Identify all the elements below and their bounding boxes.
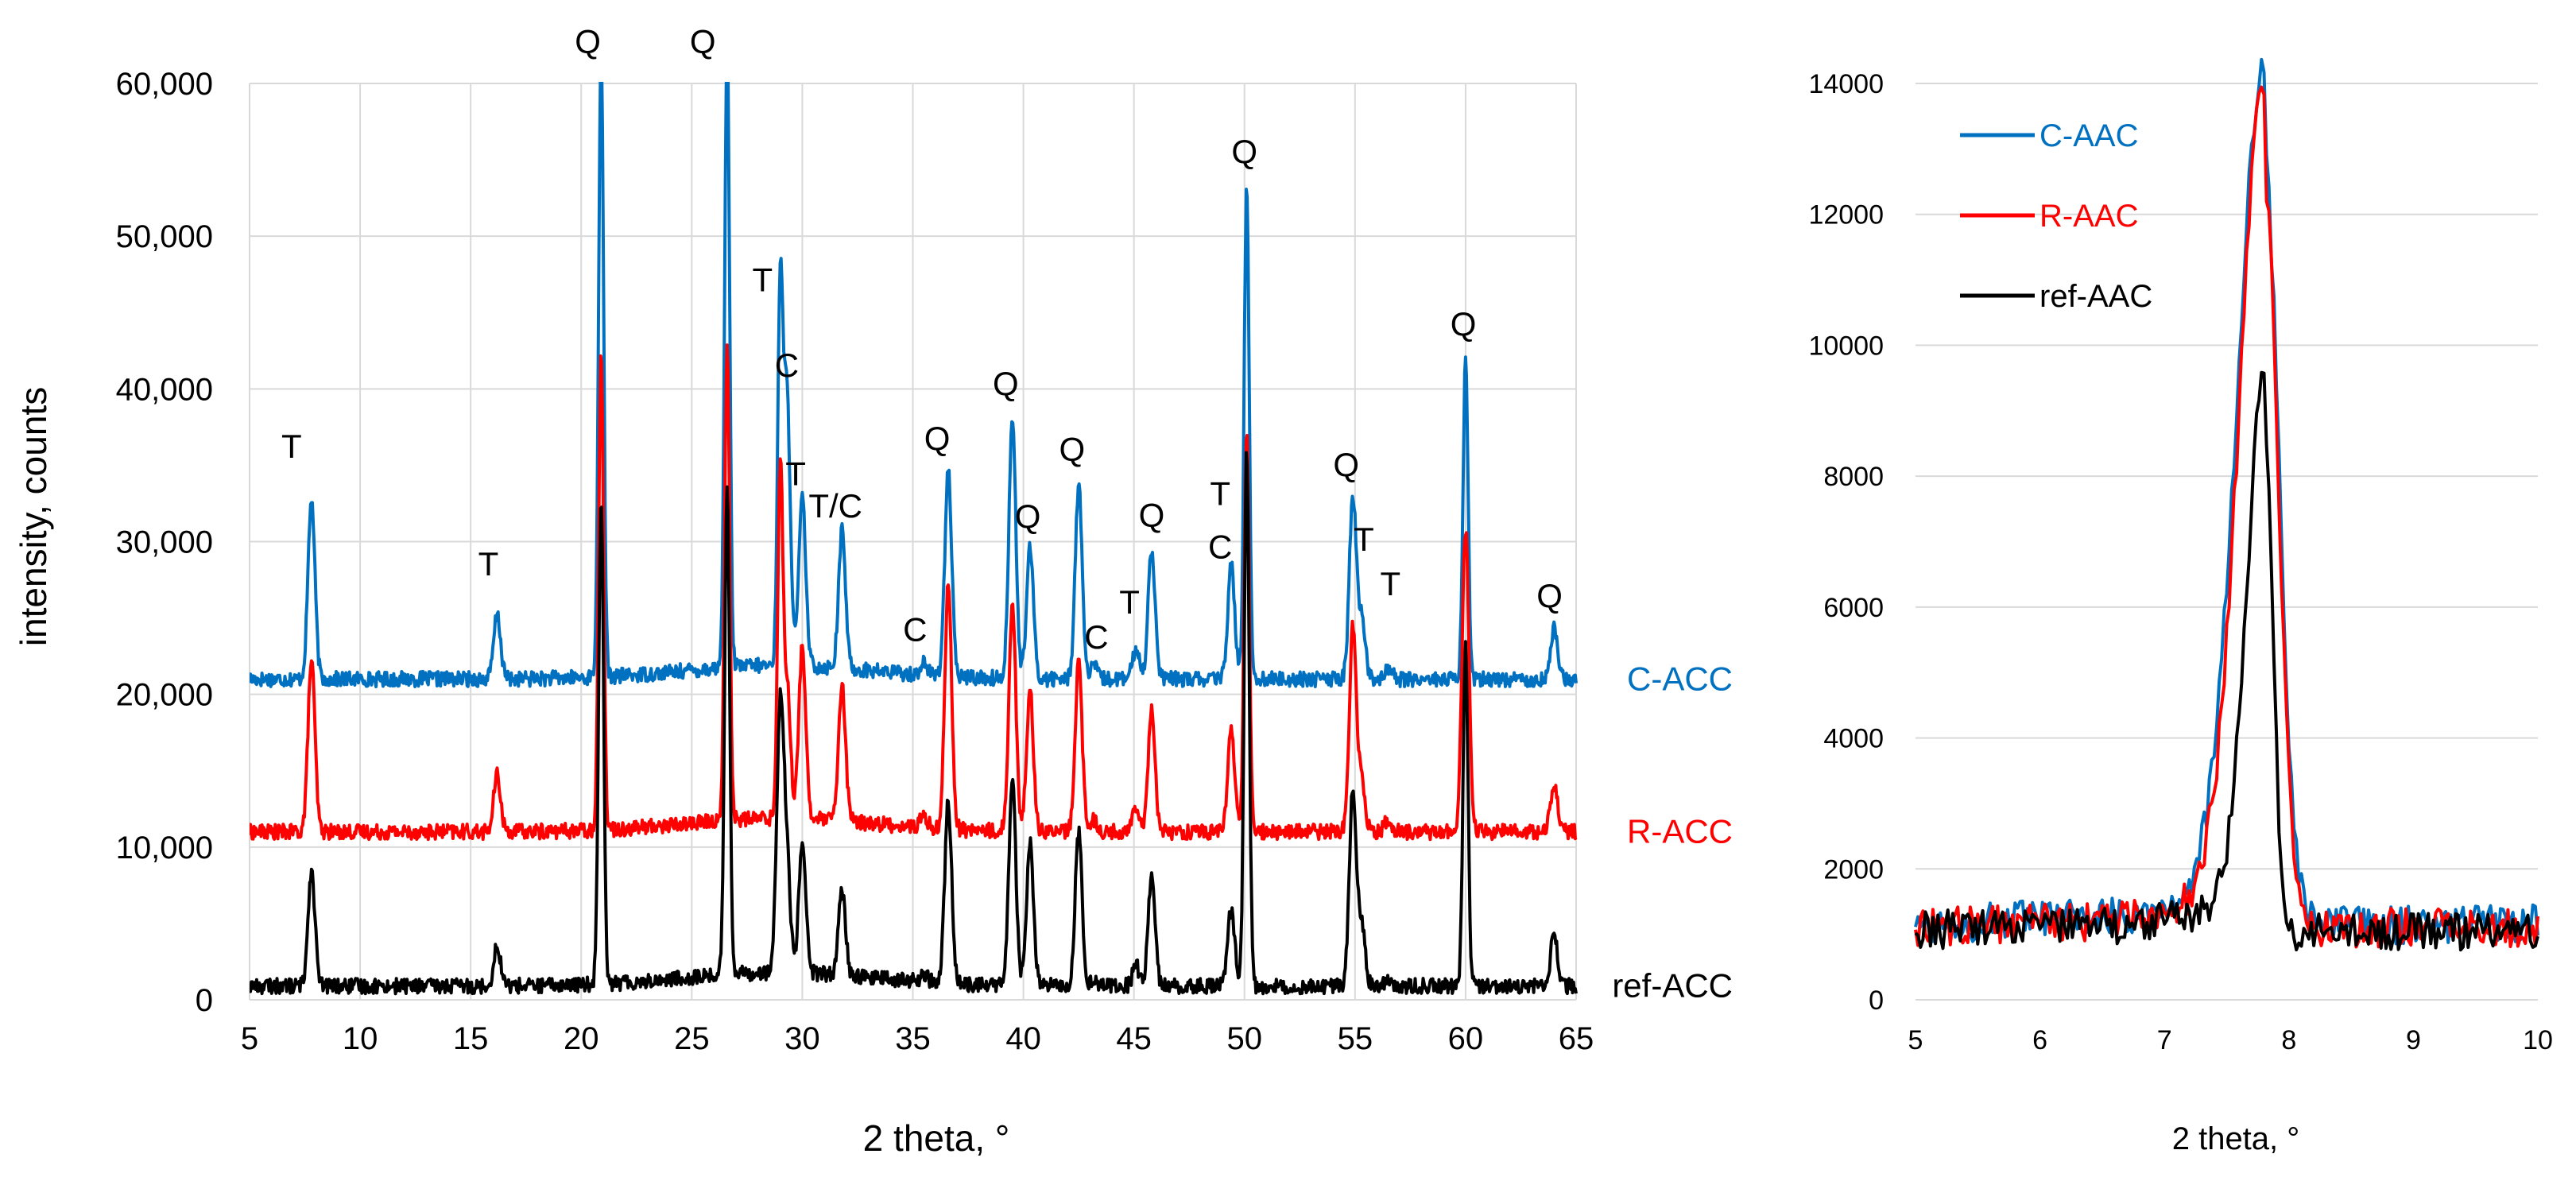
peak-annotation: Q <box>1139 496 1165 533</box>
main-chart-y-axis-label: intensity, counts <box>13 387 54 646</box>
peak-annotation: C <box>1084 618 1108 656</box>
main-chart-x-tick: 30 <box>784 1021 820 1056</box>
zoom-chart-y-tick: 0 <box>1869 985 1884 1016</box>
peak-annotation: C <box>903 610 927 648</box>
xrd-zoom-chart: 5 6 7 8 9 1002000400060008000100001200014000 … <box>1808 57 2553 1156</box>
series-label-r-acc: R-ACC <box>1627 813 1733 850</box>
main-chart-y-tick: 40,000 <box>116 372 213 407</box>
main-chart-y-tick: 60,000 <box>116 67 213 102</box>
main-chart-series-c-acc <box>250 82 1578 688</box>
zoom-chart-x-tick: 7 <box>2157 1025 2172 1055</box>
zoom-chart-y-tick: 2000 <box>1823 854 1884 885</box>
legend-label-r-aac: R-AAC <box>2039 199 2138 234</box>
main-chart-x-tick: 15 <box>453 1021 489 1056</box>
zoom-chart-series <box>1914 57 2539 952</box>
main-chart-x-axis-label: 2 theta, ° <box>863 1117 1010 1159</box>
peak-annotation: T <box>1210 474 1230 512</box>
peak-annotation: T <box>1381 565 1401 602</box>
main-chart-x-tick: 50 <box>1227 1021 1263 1056</box>
main-chart-y-tick: 0 <box>196 983 213 1018</box>
xrd-main-chart: 5 10 15 20 25 30 35 40 45 50 55 60 65 0 10,000 20,000 30… <box>13 23 1733 1159</box>
peak-annotation: T <box>785 455 806 492</box>
zoom-chart-x-tick: 10 <box>2523 1025 2553 1055</box>
zoom-chart-x-tick: 8 <box>2281 1025 2296 1055</box>
zoom-chart-y-tick: 6000 <box>1823 593 1884 623</box>
main-chart-y-tick: 50,000 <box>116 219 213 254</box>
peak-annotation: Q <box>1015 498 1041 535</box>
main-chart-x-tick: 45 <box>1116 1021 1152 1056</box>
zoom-chart-series-ref-aac <box>1914 370 2539 952</box>
main-chart-x-tick: 40 <box>1005 1021 1041 1056</box>
peak-annotation: Q <box>1059 431 1085 468</box>
peak-annotation: Q <box>1536 577 1563 614</box>
peak-annotation: T/C <box>808 487 862 525</box>
peak-annotation: Q <box>575 23 601 60</box>
zoom-chart-y-tick: 10000 <box>1808 331 1884 361</box>
main-chart-x-tick: 55 <box>1338 1021 1373 1056</box>
main-chart-tick-labels: 5 10 15 20 25 30 35 40 45 50 55 60 65 0 10,000 20,000 30… <box>116 67 1594 1056</box>
peak-annotation: T <box>478 545 499 583</box>
zoom-chart-x-axis-label: 2 theta, ° <box>2172 1121 2300 1156</box>
peak-annotation: T <box>1119 583 1140 621</box>
legend-label-ref-aac: ref-AAC <box>2039 279 2152 314</box>
main-chart-y-tick: 30,000 <box>116 525 213 560</box>
zoom-chart-y-tick: 12000 <box>1808 200 1884 230</box>
peak-annotation: Q <box>924 420 951 457</box>
zoom-chart-x-tick: 5 <box>1908 1025 1923 1055</box>
main-chart-gridlines <box>249 83 1577 1001</box>
peak-annotation: Q <box>1451 305 1477 343</box>
peak-annotation: T <box>281 428 302 465</box>
main-chart-y-tick: 20,000 <box>116 678 213 713</box>
legend-label-c-aac: C-AAC <box>2039 118 2138 153</box>
main-chart-series <box>250 82 1578 996</box>
series-label-ref-acc: ref-ACC <box>1612 967 1733 1005</box>
peak-annotation: C <box>775 347 799 384</box>
main-chart-x-tick: 20 <box>564 1021 599 1056</box>
main-chart-series-r-acc <box>250 343 1578 842</box>
zoom-chart-y-tick: 14000 <box>1808 69 1884 99</box>
zoom-chart-series-c-aac <box>1914 57 2539 946</box>
peak-annotation: Q <box>1333 446 1359 483</box>
zoom-chart-x-tick: 9 <box>2406 1025 2421 1055</box>
peak-annotation: T <box>1354 521 1374 558</box>
main-chart-x-tick: 60 <box>1448 1021 1484 1056</box>
zoom-chart-y-tick: 4000 <box>1823 724 1884 754</box>
zoom-chart-legend: C-AAC R-AAC ref-AAC <box>1960 118 2152 314</box>
zoom-chart-gridlines <box>1916 83 2538 1001</box>
zoom-chart-y-tick: 8000 <box>1823 462 1884 492</box>
main-chart-x-tick: 65 <box>1559 1021 1594 1056</box>
peak-annotation: T <box>753 261 773 298</box>
peak-annotation: Q <box>993 365 1019 402</box>
peak-annotation: C <box>1208 529 1232 566</box>
main-chart-x-tick: 35 <box>895 1021 931 1056</box>
main-chart-x-tick: 5 <box>241 1021 258 1056</box>
main-chart-x-tick: 25 <box>674 1021 710 1056</box>
main-chart-x-tick: 10 <box>343 1021 378 1056</box>
main-chart-series-labels: C-ACC R-ACC ref-ACC <box>1612 660 1733 1004</box>
series-label-c-acc: C-ACC <box>1627 660 1733 697</box>
zoom-chart-tick-labels: 5 6 7 8 9 10 0 2000 4000 6000 8000 10000 12000 14000 <box>1808 69 2552 1055</box>
peak-annotation: Q <box>1231 133 1257 170</box>
main-chart-y-tick: 10,000 <box>116 831 213 865</box>
peak-annotation: Q <box>690 23 716 60</box>
zoom-chart-x-tick: 6 <box>2032 1025 2047 1055</box>
main-chart-series-ref-acc <box>250 451 1578 996</box>
